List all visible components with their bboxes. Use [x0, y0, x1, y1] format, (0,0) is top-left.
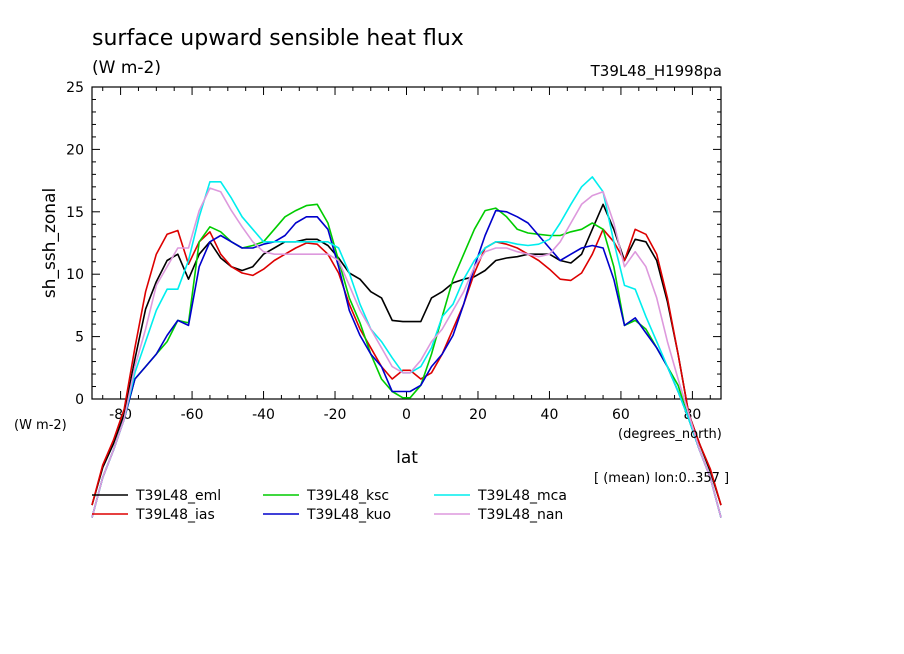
legend-label: T39L48_mca [477, 488, 567, 504]
x-axis-label: lat [396, 448, 418, 468]
y-tick-label: 5 [75, 330, 84, 346]
y-tick-label: 10 [66, 267, 84, 283]
series-line-t39l48_nan [91, 187, 722, 518]
x-tick-label: -20 [324, 407, 347, 423]
legend-label: T39L48_nan [477, 507, 563, 523]
x-tick-label: 0 [402, 407, 411, 423]
y-tick-label: 25 [66, 80, 84, 96]
x-tick-label: -40 [252, 407, 275, 423]
y-tick-label: 15 [66, 205, 84, 221]
x-tick-label: 40 [541, 407, 559, 423]
axis-ticks [92, 86, 721, 400]
y-units-label: (W m-2) [14, 418, 67, 433]
series-line-t39l48_ias [91, 228, 722, 506]
legend-label: T39L48_ksc [306, 488, 389, 504]
series-line-t39l48_kuo [91, 209, 722, 518]
legend: T39L48_eml T39L48_ksc T39L48_mca T39L48_ias… [92, 488, 567, 523]
plot-frame [91, 86, 722, 400]
legend-item: T39L48_ias [92, 507, 215, 523]
x-tick-label: -60 [181, 407, 204, 423]
y-tick-label: 20 [66, 142, 84, 158]
legend-item: T39L48_ksc [263, 488, 389, 504]
y-tick-label: 0 [75, 392, 84, 408]
legend-label: T39L48_eml [135, 488, 221, 504]
x-tick-label: 60 [612, 407, 630, 423]
experiment-label: T39L48_H1998pa [590, 62, 722, 81]
chart-units: (W m-2) [92, 58, 161, 78]
x-units-label: (degrees_north) [618, 427, 722, 442]
legend-item: T39L48_kuo [263, 507, 391, 523]
legend-item: T39L48_mca [434, 488, 567, 504]
legend-item: T39L48_eml [92, 488, 221, 504]
series-line-t39l48_ksc [91, 203, 722, 518]
legend-item: T39L48_nan [434, 507, 563, 523]
chart-title: surface upward sensible heat flux [92, 26, 464, 51]
legend-label: T39L48_kuo [306, 507, 391, 523]
legend-label: T39L48_ias [135, 507, 215, 523]
footnote: [ (mean) lon:0..357 ] [594, 471, 729, 486]
x-tick-label: 20 [469, 407, 487, 423]
series-lines [91, 176, 722, 518]
y-axis-label: sh_ssh_zonal [40, 188, 60, 298]
